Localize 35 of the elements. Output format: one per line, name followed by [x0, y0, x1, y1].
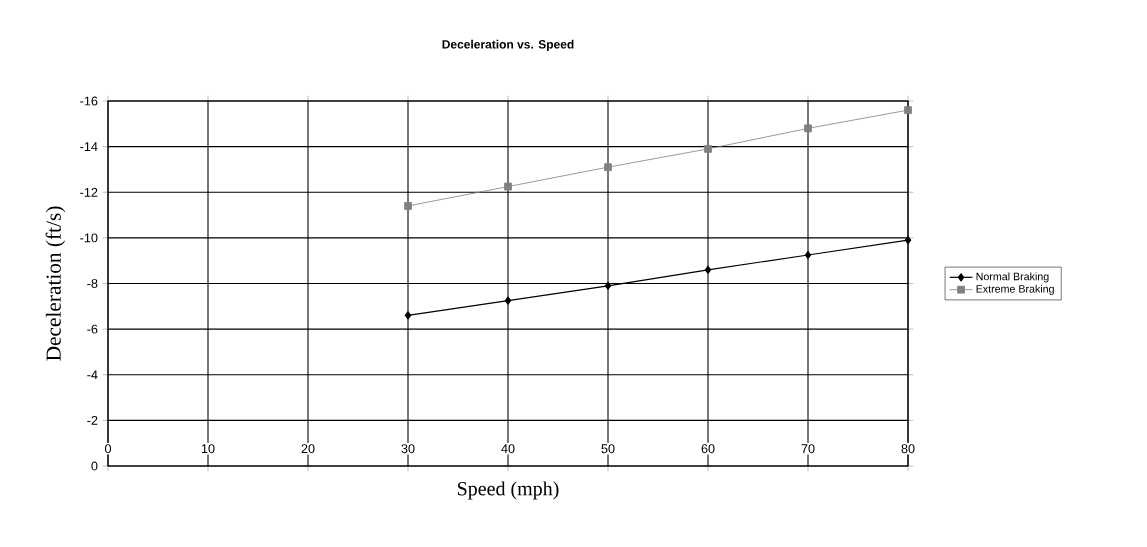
point [904, 236, 912, 245]
y-tick-label: -8 [87, 279, 98, 288]
y-tick-label: -16 [80, 96, 98, 106]
point [704, 145, 712, 153]
y-axis-title: Deceleration (ft/s) [45, 206, 66, 361]
point [604, 281, 612, 290]
y-tick-label: -12 [80, 187, 98, 197]
point [704, 265, 712, 274]
y-tick-label: -14 [80, 142, 98, 151]
point [404, 311, 412, 320]
x-tick-label: 70 [801, 444, 815, 454]
point [904, 106, 912, 114]
y-tick-label: -2 [87, 415, 98, 425]
point [804, 124, 812, 133]
y-tick-label: -6 [87, 324, 98, 334]
y-tick-label: -4 [87, 370, 98, 380]
x-axis-title: Speed (mph) [457, 481, 559, 500]
x-tick-label: 30 [401, 444, 415, 454]
point [504, 296, 512, 305]
x-tick-label: 60 [701, 444, 715, 454]
point [604, 163, 612, 172]
point [504, 182, 512, 191]
point [404, 202, 412, 210]
y-tick-label: -10 [80, 233, 98, 243]
legend-label: Extreme Braking [976, 284, 1054, 295]
legend-label: Normal Braking [976, 272, 1049, 283]
point [804, 250, 812, 260]
x-tick-label: 20 [301, 444, 315, 454]
x-tick-label: 10 [201, 444, 215, 454]
y-tick-label: 0 [91, 461, 98, 471]
x-tick-label: 40 [501, 444, 515, 454]
x-tick-label: 80 [901, 444, 915, 454]
chart-title: Deceleration vs. Speed [442, 39, 574, 51]
x-tick-label: 50 [601, 444, 615, 454]
x-tick-label: 0 [104, 444, 112, 454]
